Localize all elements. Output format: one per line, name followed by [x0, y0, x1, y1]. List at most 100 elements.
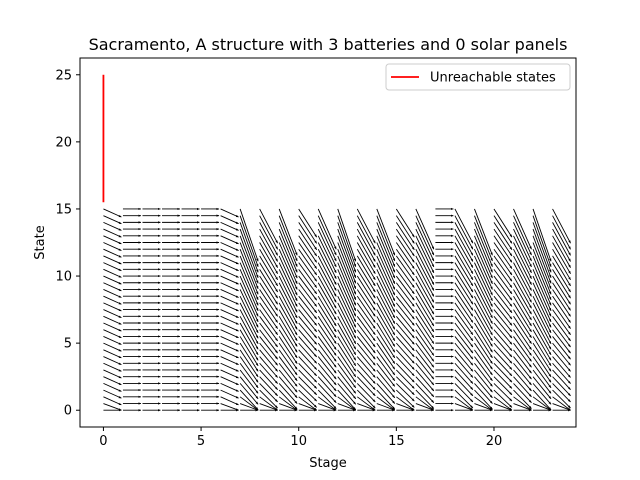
x-axis-label: Stage [309, 456, 347, 471]
quiver-arrow [337, 322, 357, 356]
quiver-arrow [395, 302, 415, 326]
quiver-arrow [317, 275, 337, 309]
quiver-arrow [513, 295, 532, 327]
quiver-arrow [532, 389, 552, 411]
quiver-arrow [395, 289, 415, 314]
quiver-arrow [474, 356, 493, 381]
quiver-arrow [298, 269, 318, 295]
legend-label-unreachable: Unreachable states [430, 71, 556, 86]
quiver-arrow [513, 215, 532, 256]
quiver-arrow [317, 302, 337, 333]
quiver-arrow [239, 255, 259, 301]
quiver-arrow [239, 275, 259, 317]
quiver-arrow [493, 376, 513, 396]
quiver-arrow [220, 255, 239, 265]
quiver-arrow [474, 309, 493, 342]
quiver-arrow [415, 255, 435, 291]
quiver-arrow [493, 302, 513, 326]
quiver-arrow [376, 356, 396, 381]
quiver-arrow [454, 362, 474, 384]
quiver-arrow [103, 362, 122, 372]
quiver-arrow [415, 235, 435, 274]
x-tick-label: 20 [486, 434, 503, 449]
quiver-arrow [317, 349, 337, 374]
quiver-arrow [376, 235, 396, 279]
plot-area [102, 74, 571, 412]
quiver-arrow [454, 329, 474, 354]
quiver-arrow [103, 302, 122, 312]
quiver-arrow [259, 255, 279, 287]
quiver-arrow [298, 362, 318, 383]
quiver-arrow [552, 302, 571, 329]
quiver-arrow [103, 309, 122, 319]
quiver-arrow [396, 362, 415, 383]
quiver-arrow [415, 396, 435, 411]
quiver-arrow [376, 362, 396, 387]
quiver-arrow [454, 383, 474, 403]
quiver-arrow [259, 342, 278, 366]
quiver-arrow [103, 262, 122, 272]
quiver-arrow [103, 275, 122, 285]
quiver-arrow [239, 262, 259, 306]
quiver-arrow [376, 242, 396, 285]
quiver-arrow [552, 356, 571, 378]
quiver-arrow [396, 356, 415, 377]
quiver-arrow [298, 235, 318, 263]
quiver-arrow [220, 242, 239, 251]
quiver-arrow [356, 383, 376, 403]
quiver-arrow [259, 309, 278, 336]
quiver-arrow [532, 249, 552, 295]
quiver-arrow [513, 383, 532, 404]
x-tick-label: 15 [388, 434, 405, 449]
quiver-arrow [493, 362, 513, 383]
quiver-arrow [317, 376, 337, 398]
quiver-arrow [552, 369, 571, 391]
quiver-arrow [474, 242, 493, 285]
quiver-arrow [239, 249, 259, 295]
quiver-arrow [493, 242, 513, 269]
quiver-arrow [396, 336, 415, 358]
quiver-arrow [395, 215, 415, 244]
quiver-arrow [220, 342, 239, 352]
quiver-arrow [493, 309, 513, 333]
quiver-arrow [513, 396, 532, 411]
quiver-arrow [376, 403, 396, 411]
quiver-arrow [103, 248, 122, 258]
quiver-arrow [454, 376, 474, 397]
quiver-arrow [454, 309, 474, 336]
quiver-arrow [298, 295, 318, 320]
quiver-arrow [474, 275, 493, 313]
quiver-arrow [298, 322, 318, 345]
quiver-arrow [103, 221, 122, 231]
quiver-arrow [454, 208, 474, 244]
quiver-arrow [317, 255, 337, 291]
quiver-arrow [513, 309, 532, 339]
quiver-arrow [454, 369, 474, 391]
quiver-arrow [259, 322, 278, 348]
quiver-arrow [357, 403, 376, 411]
quiver-arrow [259, 403, 278, 411]
quiver-arrow [298, 389, 317, 408]
quiver-arrow [395, 295, 415, 320]
quiver-arrow [356, 362, 376, 384]
quiver-arrow [278, 255, 298, 296]
quiver-arrow [552, 329, 571, 354]
quiver-arrow [454, 316, 474, 342]
quiver-arrow [337, 228, 357, 279]
quiver-arrow [220, 396, 239, 406]
quiver-arrow [376, 302, 396, 336]
quiver-arrow [279, 403, 298, 411]
quiver-arrow [474, 215, 493, 262]
quiver-arrow [532, 376, 552, 400]
quiver-arrow [474, 228, 493, 273]
quiver-arrow [552, 248, 571, 281]
quiver-arrow [395, 208, 415, 238]
quiver-arrow [493, 235, 513, 263]
quiver-arrow [415, 249, 435, 285]
quiver-arrow [317, 369, 337, 392]
quiver-arrow [415, 316, 435, 344]
legend-box [385, 63, 571, 91]
quiver-arrow [337, 403, 356, 411]
quiver-arrow [278, 269, 298, 307]
quiver-arrow [278, 208, 298, 256]
